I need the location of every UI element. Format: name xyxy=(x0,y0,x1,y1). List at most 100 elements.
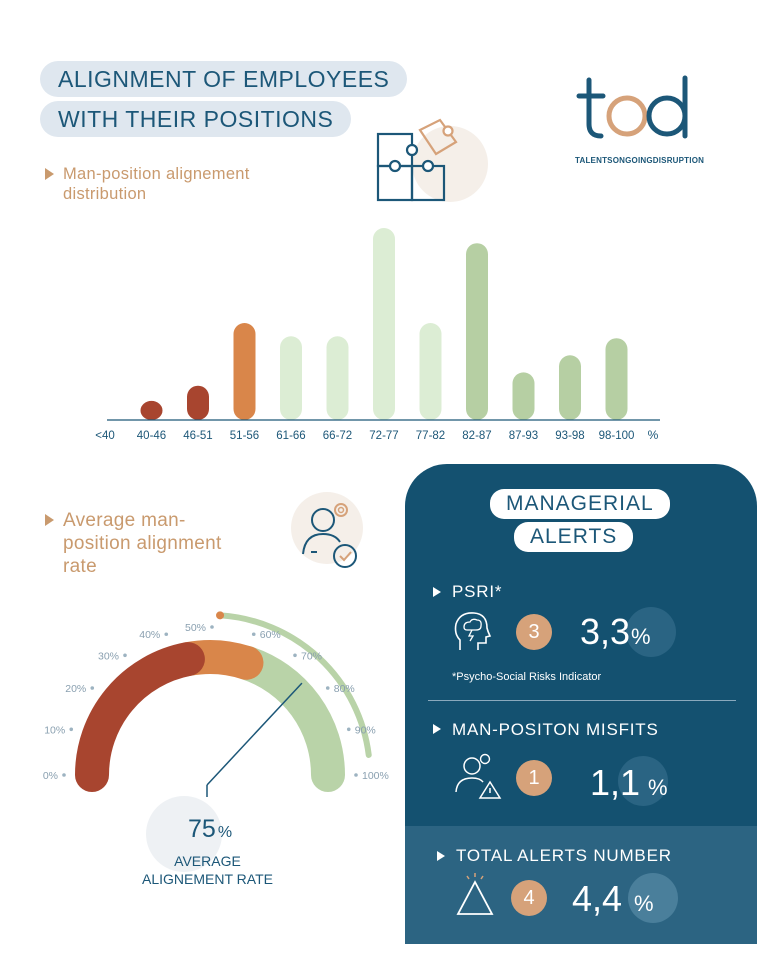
page-title-line1: ALIGNMENT OF EMPLOYEES xyxy=(40,61,408,97)
gauge-tick-label: 30% xyxy=(98,650,119,662)
psri-value-halo xyxy=(626,607,676,657)
x-axis-unit: % xyxy=(648,428,659,442)
alerts-title-line1: MANAGERIAL xyxy=(490,489,670,519)
divider xyxy=(428,700,736,701)
x-tick-label: <40 xyxy=(95,430,115,442)
gauge-tick-dot xyxy=(354,773,358,777)
total-value: 4,4% xyxy=(572,878,654,920)
gauge-tick-dot xyxy=(210,625,214,629)
average-halo xyxy=(146,796,222,872)
gauge-tick-label: 10% xyxy=(44,724,65,736)
x-tick-label: 66-72 xyxy=(323,430,352,442)
average-caption-line2: ALIGNEMENT RATE xyxy=(142,871,273,887)
gauge-tick-label: 70% xyxy=(301,650,322,662)
average-number: 75 xyxy=(188,815,216,843)
psri-footnote: *Psycho-Social Risks Indicator xyxy=(452,671,602,683)
total-number: 4,4 xyxy=(572,878,623,919)
average-unit: % xyxy=(217,824,233,841)
x-tick-label: 40-46 xyxy=(137,430,166,442)
distribution-label: Man-position alignement distribution xyxy=(63,164,250,204)
average-label: Average man- position alignment rate xyxy=(63,509,222,578)
total-alerts-section xyxy=(405,826,757,944)
psri-title: PSRI* xyxy=(452,582,503,601)
gauge-tick-label: 100% xyxy=(362,770,389,782)
gauge-tick-dot xyxy=(325,686,330,690)
bar-77-82 xyxy=(419,323,442,420)
bar-46-51 xyxy=(187,385,209,420)
gauge-band xyxy=(75,642,205,792)
gauge-tick-dot xyxy=(90,686,95,690)
gauge-tick-label: 80% xyxy=(334,683,355,695)
bullet-triangle xyxy=(437,851,445,861)
bar-98-100 xyxy=(605,338,628,420)
bar-82-87 xyxy=(466,243,488,420)
x-tick-label: 51-56 xyxy=(230,430,259,442)
puzzle-illustration xyxy=(372,116,492,211)
tod-logo: TALENTSONGOINGDISRUPTION xyxy=(575,72,725,167)
x-tick-label: 77-82 xyxy=(416,430,445,442)
misfits-value-halo xyxy=(618,756,668,806)
page-title-line2: WITH THEIR POSITIONS xyxy=(40,101,352,137)
average-value: 75% xyxy=(188,815,232,844)
gauge-tick-label: 90% xyxy=(355,724,376,736)
bar-72-77 xyxy=(373,228,395,420)
person-warning-icon xyxy=(452,750,502,800)
tod-logo-mark xyxy=(576,75,688,139)
average-caption-line1: AVERAGE xyxy=(174,853,241,869)
bullet-triangle xyxy=(433,587,441,597)
bar-87-93 xyxy=(512,372,535,420)
x-tick-label: 82-87 xyxy=(462,430,491,442)
gauge-tick-dot xyxy=(346,727,351,732)
x-tick-label: 72-77 xyxy=(369,430,398,442)
warning-triangle-icon xyxy=(454,872,496,918)
gauge-needle xyxy=(206,682,303,786)
misfits-unit: % xyxy=(648,775,668,800)
alignment-gauge: 0% 10% 20% 30% 40% 50% 60% 70% 80% 90% 100% xyxy=(43,611,389,797)
logo-tagline: TALENTSONGOINGDISRUPTION xyxy=(575,156,705,165)
distribution-bar-chart: <40 40-46 46-51 51-56 61-66 66-72 72-77 77-82 82… xyxy=(95,228,660,442)
gauge-tick-label: 20% xyxy=(65,683,86,695)
distribution-label-line1: Man-position alignement xyxy=(63,165,250,183)
gauge-outer-arc xyxy=(217,612,372,758)
person-check-illustration xyxy=(285,490,370,575)
gauge-tick-dot xyxy=(293,653,297,658)
psri-unit: % xyxy=(631,624,651,649)
average-caption: AVERAGE ALIGNEMENT RATE xyxy=(120,852,295,888)
stormy-head-icon xyxy=(452,610,492,654)
average-label-line2: position alignment xyxy=(63,533,222,554)
bar-66-72 xyxy=(326,336,349,420)
misfits-title: MAN-POSITON MISFITS xyxy=(452,720,659,739)
bullet-triangle xyxy=(433,724,441,734)
bullet-triangle xyxy=(45,168,54,180)
x-tick-label: 93-98 xyxy=(555,430,584,442)
gauge-tick-label: 50% xyxy=(185,622,206,634)
gauge-tick-dot xyxy=(164,632,169,637)
x-tick-label: 98-100 xyxy=(599,430,635,442)
bar-51-56 xyxy=(233,323,256,420)
misfits-number: 1,1 xyxy=(590,762,641,803)
alerts-title-line2: ALERTS xyxy=(514,522,634,552)
gauge-tick-dot xyxy=(62,773,66,777)
bar-93-98 xyxy=(559,355,581,420)
x-tick-label: 46-51 xyxy=(183,430,212,442)
total-unit: % xyxy=(634,891,654,916)
x-tick-label: 61-66 xyxy=(276,430,305,442)
psri-value: 3,3% xyxy=(580,611,651,653)
x-tick-label: 87-93 xyxy=(509,430,538,442)
gauge-tick-dot xyxy=(123,653,127,658)
gauge-tick-dot xyxy=(69,727,74,732)
misfits-value: 1,1% xyxy=(590,762,668,804)
gauge-band xyxy=(229,645,345,792)
total-value-halo xyxy=(628,873,678,923)
psri-number: 3,3 xyxy=(580,611,631,652)
psri-count-badge: 3 xyxy=(516,614,552,650)
bar-40-46 xyxy=(140,400,163,420)
total-title: TOTAL ALERTS NUMBER xyxy=(456,846,672,865)
gauge-outer-arc-start xyxy=(216,611,225,620)
average-label-line1: Average man- xyxy=(63,510,186,531)
gauge-tick-label: 60% xyxy=(260,629,281,641)
total-count-badge: 4 xyxy=(511,880,547,916)
distribution-label-line2: distribution xyxy=(63,185,147,203)
gauge-tick-label: 0% xyxy=(43,770,58,782)
gauge-tick-label: 40% xyxy=(139,629,160,641)
